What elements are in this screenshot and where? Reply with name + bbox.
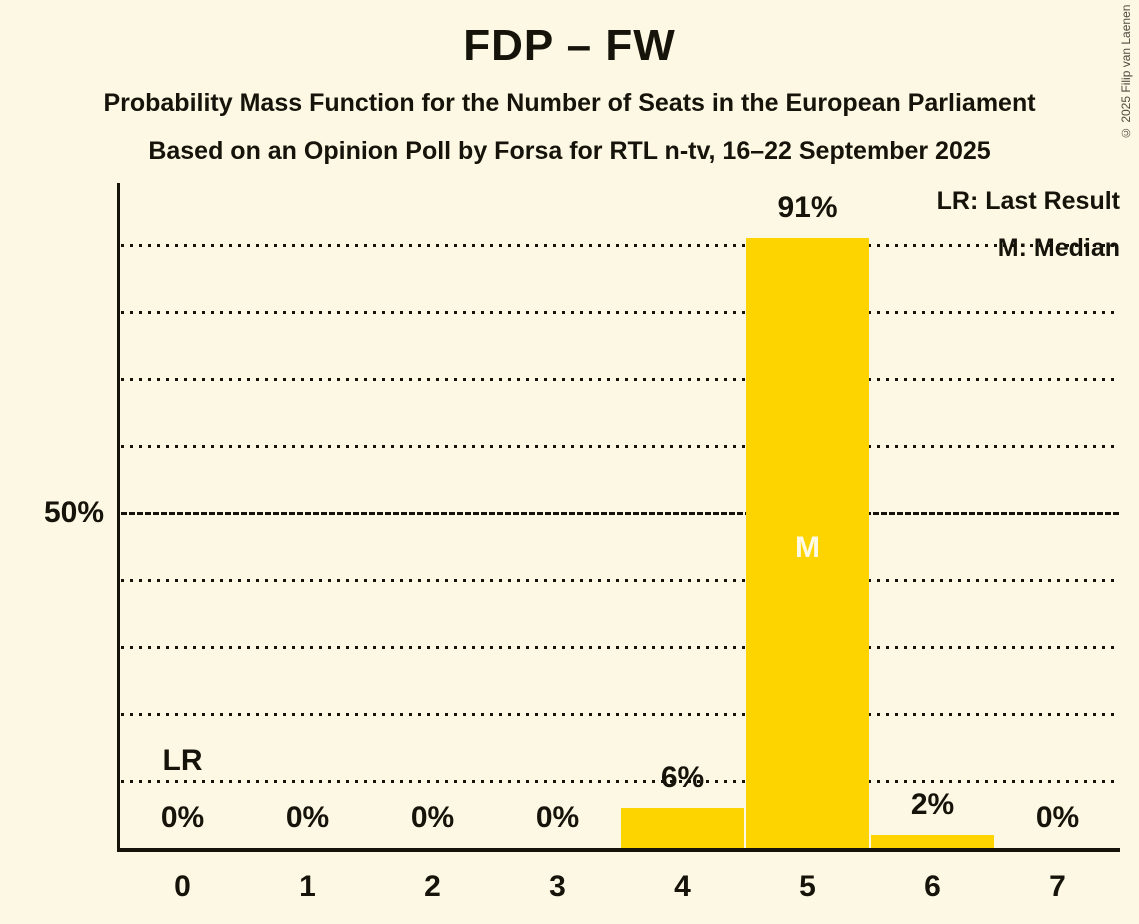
bar-seats-4 bbox=[621, 807, 744, 848]
y-axis-line bbox=[117, 183, 120, 848]
chart-title: FDP – FW bbox=[463, 21, 676, 70]
bar-seats-6 bbox=[871, 834, 994, 848]
bar-value-label-3: 0% bbox=[535, 801, 580, 834]
gridline-30pct bbox=[121, 646, 1120, 649]
x-axis-line bbox=[117, 848, 1120, 852]
gridline-20pct bbox=[121, 713, 1120, 716]
copyright-notice: © 2025 Filip van Laenen bbox=[1119, 4, 1135, 140]
bar-value-label-5: 91% bbox=[777, 191, 838, 225]
x-tick-label-6: 6 bbox=[924, 870, 941, 903]
chart-subtitle: Probability Mass Function for the Number… bbox=[103, 89, 1036, 117]
gridline-50pct bbox=[121, 512, 1120, 515]
x-tick-label-7: 7 bbox=[1049, 870, 1066, 903]
last-result-marker: LR bbox=[162, 744, 203, 777]
copyright-text: © 2025 Filip van Laenen bbox=[1119, 4, 1133, 140]
bar-value-label-6: 2% bbox=[910, 787, 955, 821]
y-axis-tick-label: 50% bbox=[43, 496, 104, 529]
bar-value-label-7: 0% bbox=[1035, 801, 1080, 834]
gridline-10pct bbox=[121, 780, 1120, 783]
x-tick-label-4: 4 bbox=[674, 870, 691, 903]
x-tick-label-5: 5 bbox=[799, 870, 816, 903]
bar-seats-5 bbox=[746, 238, 869, 848]
x-tick-label-3: 3 bbox=[549, 870, 566, 903]
x-tick-label-1: 1 bbox=[299, 870, 316, 903]
median-marker: M bbox=[795, 531, 820, 565]
chart-source-line: Based on an Opinion Poll by Forsa for RT… bbox=[148, 137, 991, 165]
x-tick-label-0: 0 bbox=[174, 870, 191, 903]
bar-value-label-0: 0% bbox=[160, 801, 205, 834]
x-tick-label-2: 2 bbox=[424, 870, 441, 903]
gridline-90pct bbox=[121, 244, 1120, 247]
gridline-40pct bbox=[121, 579, 1120, 582]
bar-value-label-2: 0% bbox=[410, 801, 455, 834]
bar-value-label-4: 6% bbox=[660, 760, 705, 794]
legend-median: M: Median bbox=[997, 234, 1120, 262]
gridline-80pct bbox=[121, 311, 1120, 314]
legend-last-result: LR: Last Result bbox=[936, 187, 1120, 215]
gridline-70pct bbox=[121, 378, 1120, 381]
gridline-60pct bbox=[121, 445, 1120, 448]
bar-value-label-1: 0% bbox=[285, 801, 330, 834]
